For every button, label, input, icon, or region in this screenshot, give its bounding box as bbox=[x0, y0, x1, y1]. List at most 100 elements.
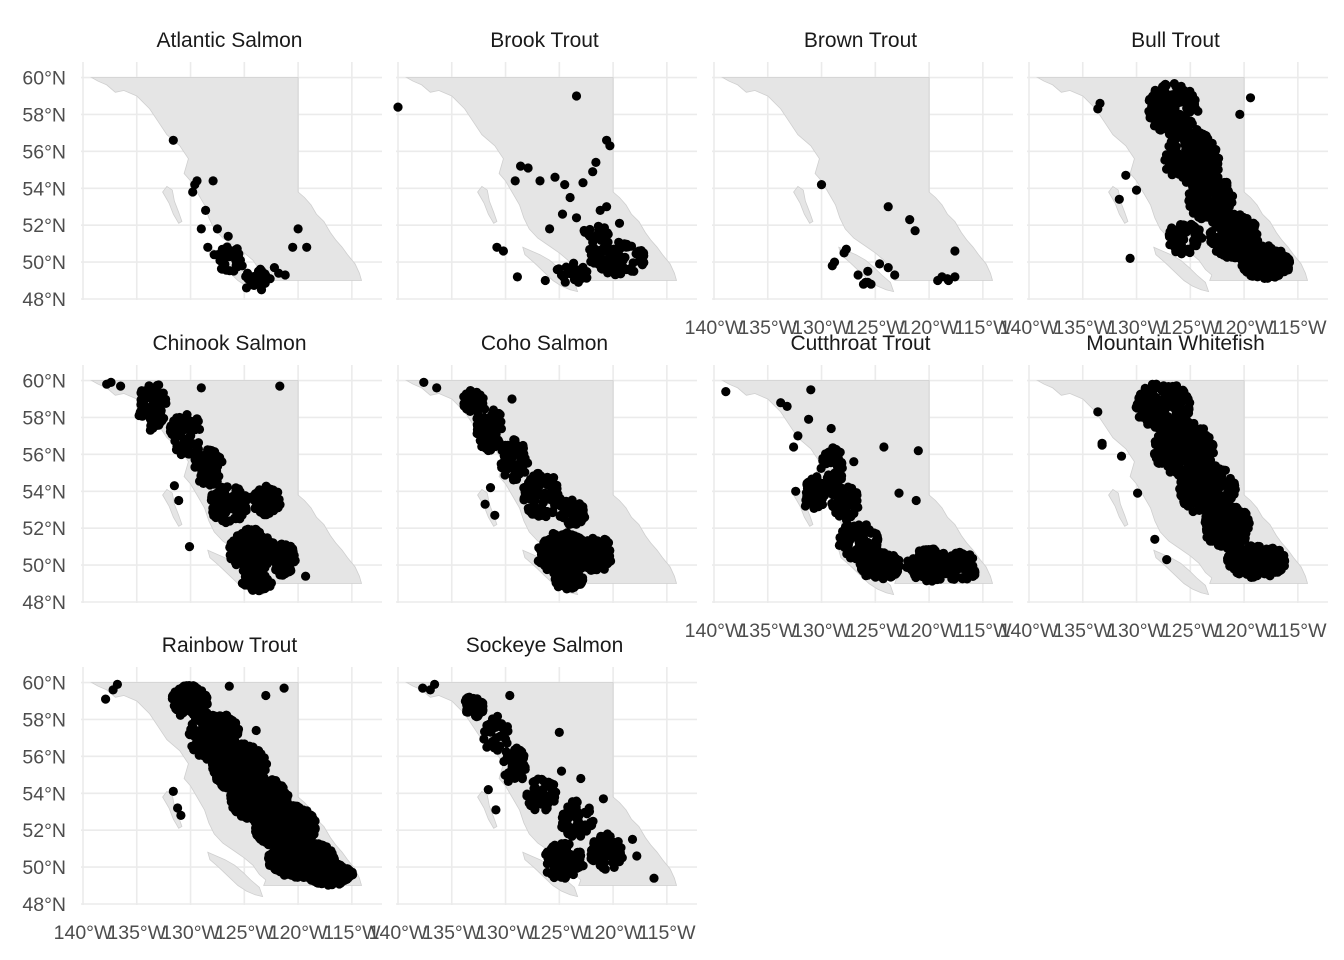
observation-point bbox=[284, 567, 294, 577]
observation-point bbox=[1181, 128, 1192, 138]
panel-brown-trout: Brown Trout140°W135°W130°W125°W120°W115°… bbox=[685, 29, 1013, 339]
observation-point bbox=[462, 404, 472, 414]
observation-point bbox=[1231, 517, 1241, 527]
observation-points bbox=[102, 377, 311, 596]
observation-point bbox=[548, 528, 558, 539]
observation-point bbox=[1194, 212, 1204, 222]
observation-point bbox=[1206, 517, 1216, 527]
observation-point bbox=[228, 729, 238, 739]
observation-point bbox=[1093, 407, 1103, 417]
observation-points bbox=[816, 180, 960, 289]
observation-point bbox=[810, 486, 820, 496]
observation-point bbox=[550, 172, 560, 182]
observation-point bbox=[1153, 104, 1163, 114]
observation-point bbox=[535, 176, 545, 186]
observation-point bbox=[859, 542, 869, 552]
observation-point bbox=[1228, 240, 1238, 250]
observation-point bbox=[589, 243, 599, 253]
observation-point bbox=[1161, 402, 1171, 412]
observation-point bbox=[243, 525, 253, 535]
observation-point bbox=[1198, 145, 1208, 155]
observation-point bbox=[1163, 461, 1173, 472]
observation-point bbox=[490, 510, 500, 520]
observation-point bbox=[588, 167, 598, 177]
observation-point bbox=[637, 260, 648, 270]
observation-point bbox=[102, 379, 112, 389]
observation-point bbox=[903, 556, 913, 566]
x-tick-label: 125°W bbox=[1161, 317, 1220, 339]
observation-point bbox=[207, 477, 217, 487]
observation-point bbox=[614, 218, 625, 228]
observation-point bbox=[1249, 220, 1259, 230]
observation-point bbox=[280, 270, 290, 280]
observation-point bbox=[250, 755, 260, 765]
observation-point bbox=[1160, 447, 1170, 457]
observation-point bbox=[1185, 92, 1195, 102]
observation-point bbox=[262, 486, 272, 496]
observation-point bbox=[843, 482, 853, 492]
observation-point bbox=[261, 690, 271, 701]
observation-point bbox=[922, 576, 932, 586]
y-tick-label: 50°N bbox=[22, 555, 66, 577]
observation-point bbox=[1157, 115, 1167, 126]
observation-point bbox=[1207, 187, 1217, 197]
observation-point bbox=[1182, 167, 1193, 177]
observation-point bbox=[571, 213, 582, 223]
observation-point bbox=[589, 258, 599, 268]
x-tick-label: 120°W bbox=[1215, 317, 1274, 339]
x-tick-label: 135°W bbox=[1053, 620, 1112, 642]
observation-point bbox=[841, 534, 851, 545]
observation-point bbox=[557, 209, 568, 219]
observation-point bbox=[571, 91, 582, 101]
observation-point bbox=[1263, 257, 1273, 267]
observation-point bbox=[197, 458, 207, 468]
observation-point bbox=[944, 566, 955, 576]
observation-point bbox=[1166, 137, 1176, 147]
observation-point bbox=[594, 544, 604, 554]
observation-point bbox=[510, 460, 520, 470]
observation-point bbox=[567, 510, 577, 520]
observation-point bbox=[1221, 191, 1231, 201]
observation-point bbox=[1232, 545, 1242, 555]
land-haida-gwaii bbox=[1108, 488, 1129, 527]
observation-point bbox=[1196, 424, 1206, 434]
observation-point bbox=[827, 261, 837, 271]
observation-point bbox=[485, 423, 495, 433]
observation-point bbox=[139, 397, 149, 407]
x-tick-label: 140°W bbox=[685, 620, 744, 642]
panel-coho-salmon: Coho Salmon bbox=[396, 332, 697, 603]
observation-point bbox=[288, 242, 298, 252]
observation-point bbox=[946, 551, 957, 561]
observation-point bbox=[192, 442, 202, 452]
observation-point bbox=[591, 157, 601, 167]
observation-point bbox=[612, 256, 622, 266]
observation-point bbox=[1216, 249, 1226, 259]
observation-point bbox=[1242, 231, 1252, 241]
observation-point bbox=[256, 580, 267, 590]
observation-point bbox=[1150, 534, 1160, 544]
observation-point bbox=[275, 567, 285, 577]
y-tick-label: 60°N bbox=[22, 371, 66, 393]
observation-point bbox=[237, 739, 247, 749]
observation-point bbox=[573, 277, 584, 287]
x-tick-label: 130°W bbox=[792, 620, 851, 642]
observation-point bbox=[1195, 504, 1205, 514]
observation-point bbox=[1184, 469, 1195, 479]
observation-point bbox=[184, 542, 195, 552]
observation-point bbox=[1176, 389, 1186, 399]
observation-point bbox=[498, 246, 508, 256]
observation-point bbox=[891, 553, 901, 564]
observation-point bbox=[894, 488, 904, 498]
observation-point bbox=[866, 550, 876, 560]
observation-point bbox=[1125, 253, 1135, 263]
observation-point bbox=[487, 433, 497, 443]
observation-point bbox=[1145, 94, 1155, 104]
observation-point bbox=[499, 451, 510, 462]
observation-point bbox=[211, 490, 222, 500]
observation-points bbox=[168, 135, 312, 295]
observation-point bbox=[255, 542, 265, 553]
observation-point bbox=[922, 565, 932, 575]
observation-point bbox=[555, 571, 566, 581]
observation-point bbox=[1148, 389, 1158, 399]
